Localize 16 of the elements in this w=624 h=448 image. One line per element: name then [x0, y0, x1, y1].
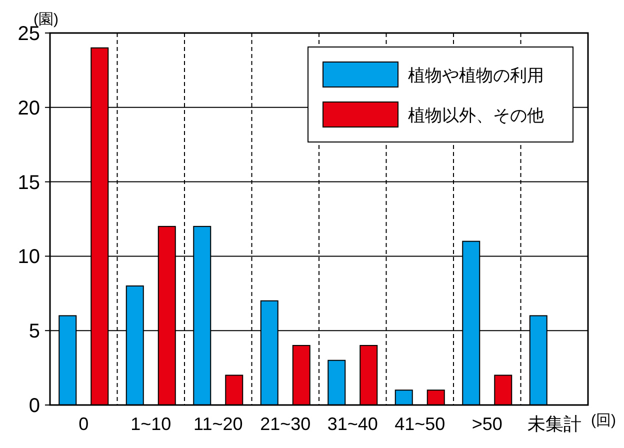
x-tick-label: >50: [472, 414, 502, 434]
x-tick-label: 21~30: [260, 414, 311, 434]
x-tick-label: 41~50: [394, 414, 446, 434]
x-tick-label: 未集計: [527, 414, 582, 434]
x-tick-label: 0: [78, 414, 89, 434]
legend-label: 植物以外、その他: [408, 106, 544, 125]
x-tick-label: 31~40: [327, 414, 378, 434]
y-tick-label: 0: [28, 395, 40, 417]
y-tick-label: 15: [18, 172, 40, 194]
y-tick-label: 20: [18, 97, 40, 120]
x-tick-label: 11~20: [194, 414, 243, 434]
x-tick-label: 1~10: [130, 414, 172, 434]
y-tick-label: 5: [28, 320, 40, 343]
legend-label: 植物や植物の利用: [408, 66, 544, 85]
y-tick-label: 10: [18, 246, 40, 268]
x-axis-title: (回): [591, 412, 616, 429]
